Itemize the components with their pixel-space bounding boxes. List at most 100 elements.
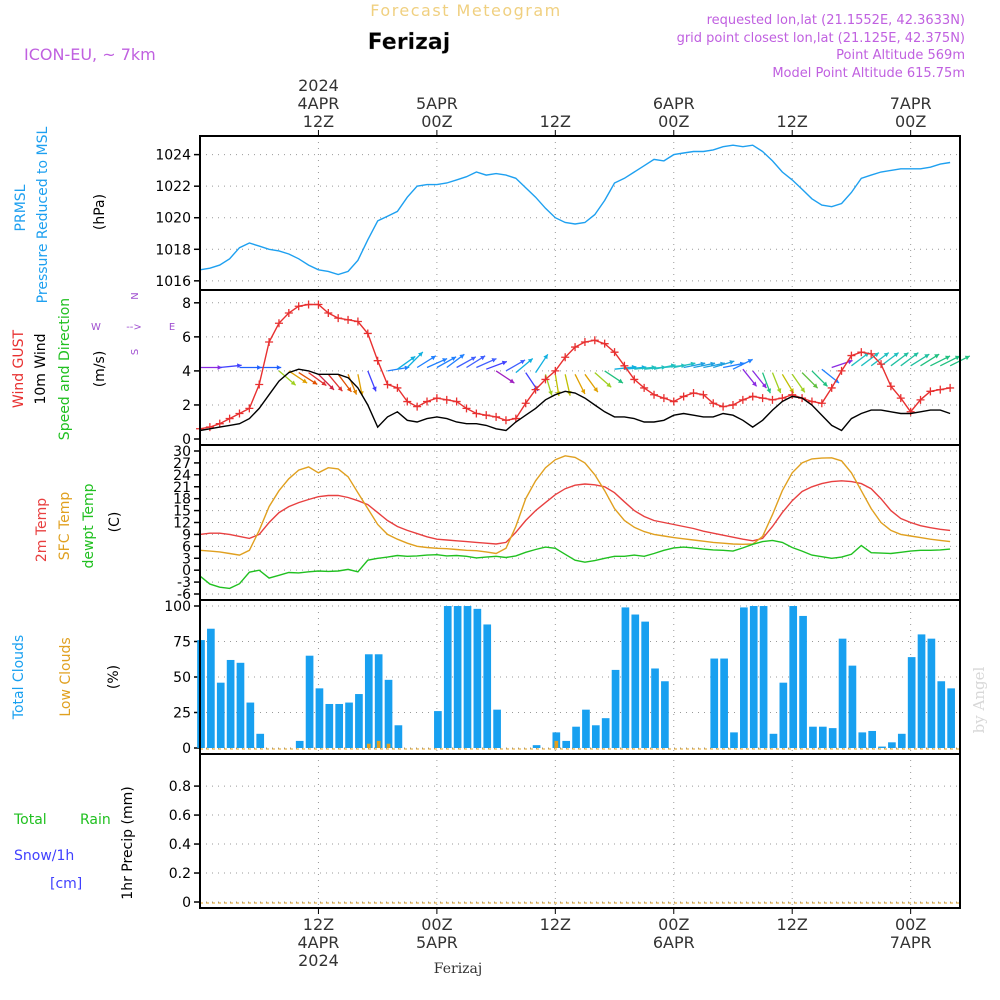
time-label: 7APR <box>890 94 932 113</box>
time-label: 00Z <box>658 112 689 131</box>
bar-total-clouds <box>789 606 798 748</box>
time-label: 4APR <box>297 94 339 113</box>
bar-total-clouds <box>661 681 669 748</box>
wind-arrow-head <box>352 389 358 395</box>
gust-marker <box>916 395 925 404</box>
y-tick-label: 75 <box>173 635 191 651</box>
wind-arrow-head <box>459 354 465 359</box>
bar-total-clouds <box>295 740 304 748</box>
bar-total-clouds <box>443 606 452 748</box>
series-wind-gust <box>199 303 951 430</box>
gust-marker <box>452 397 461 406</box>
time-label: 6APR <box>653 94 695 113</box>
gust-marker <box>699 390 708 399</box>
gust-marker <box>551 366 560 375</box>
precip-label-snow: Snow/1h <box>14 848 74 864</box>
gust-marker <box>423 397 432 406</box>
panel-frame <box>199 289 961 446</box>
wind-arrow-head <box>329 385 334 390</box>
gust-marker <box>225 414 234 423</box>
y-tick-label: 24 <box>173 468 191 484</box>
precip-label-total: Total <box>13 812 47 828</box>
bar-total-clouds <box>493 709 501 748</box>
y-tick-label: 50 <box>173 670 191 686</box>
gust-marker <box>215 419 224 428</box>
time-label: 12Z <box>303 112 334 131</box>
gust-marker <box>383 380 392 389</box>
y-tick-label: 0 <box>182 741 191 757</box>
time-label: 2024 <box>298 951 339 970</box>
y-tick-label: 0 <box>182 432 191 448</box>
wind-arrow-head <box>776 388 782 394</box>
wind-arrow-head <box>418 351 423 357</box>
compass-w: W <box>91 322 101 333</box>
wind-label-unit: (m/s) <box>92 351 108 388</box>
time-label: 12Z <box>777 112 808 131</box>
bar-total-clouds <box>572 726 580 748</box>
panel-frame <box>199 753 961 909</box>
watermark: by Angel <box>970 666 988 733</box>
gust-marker <box>788 390 797 399</box>
series-sfc-temp <box>199 455 951 556</box>
time-label: 6APR <box>653 933 695 952</box>
bar-total-clouds <box>532 745 541 748</box>
gust-marker <box>314 300 323 309</box>
gust-marker <box>255 380 264 389</box>
bar-total-clouds <box>246 702 255 748</box>
compass-n: N <box>130 292 141 299</box>
y-tick-label: 18 <box>173 492 191 508</box>
wind-arrow-head <box>290 380 296 386</box>
gust-marker <box>650 390 659 399</box>
bar-total-clouds <box>730 732 738 748</box>
bar-total-clouds <box>799 615 807 748</box>
wind-arrow-head <box>580 388 586 394</box>
bar-total-clouds <box>473 608 482 748</box>
y-tick-label: 21 <box>173 480 191 496</box>
bar-total-clouds <box>927 638 936 748</box>
gust-marker <box>334 314 343 323</box>
point-altitude: Point Altitude 569m <box>836 48 965 63</box>
bar-total-clouds <box>651 668 659 748</box>
series-2m-temp <box>199 480 951 545</box>
time-label: 4APR <box>297 933 339 952</box>
wind-arrow-head <box>548 390 553 396</box>
y-tick-label: -6 <box>177 587 191 603</box>
bar-total-clouds <box>463 606 472 748</box>
gust-marker <box>659 394 668 403</box>
bar-total-clouds <box>621 607 630 748</box>
gust-marker <box>442 395 451 404</box>
gust-marker <box>669 397 678 406</box>
bar-total-clouds <box>364 654 373 748</box>
gust-marker <box>324 309 333 318</box>
bar-total-clouds <box>858 732 867 748</box>
wind-arrow-head <box>822 381 828 387</box>
pressure-label-name: Pressure Reduced to MSL <box>35 126 51 303</box>
gust-marker <box>353 317 362 326</box>
wind-arrow-head <box>430 355 436 361</box>
wind-arrow-head <box>501 360 507 366</box>
wind-arrow-head <box>312 380 318 385</box>
time-label: 5APR <box>416 94 458 113</box>
wind-arrow-head <box>372 386 377 392</box>
time-label: 00Z <box>658 915 689 934</box>
wind-arrow-head <box>593 387 598 393</box>
time-label: 2024 <box>298 76 339 95</box>
gust-marker <box>768 395 777 404</box>
bar-total-clouds <box>848 665 857 748</box>
bar-total-clouds <box>897 733 906 748</box>
gust-marker <box>541 375 550 384</box>
wind-arrow-head <box>729 360 735 365</box>
bar-total-clouds <box>453 606 462 748</box>
bar-total-clouds <box>828 728 837 748</box>
panel-clouds: 0 25 50 75 100 <box>164 599 961 757</box>
bar-total-clouds <box>591 725 600 748</box>
gust-marker <box>413 402 422 411</box>
bar-total-clouds <box>582 709 590 748</box>
gust-marker <box>590 336 599 345</box>
bar-total-clouds <box>917 634 926 748</box>
time-label: 00Z <box>421 112 452 131</box>
gust-marker <box>758 394 767 403</box>
wind-arrow-head <box>800 387 805 393</box>
bar-total-clouds <box>345 702 353 748</box>
